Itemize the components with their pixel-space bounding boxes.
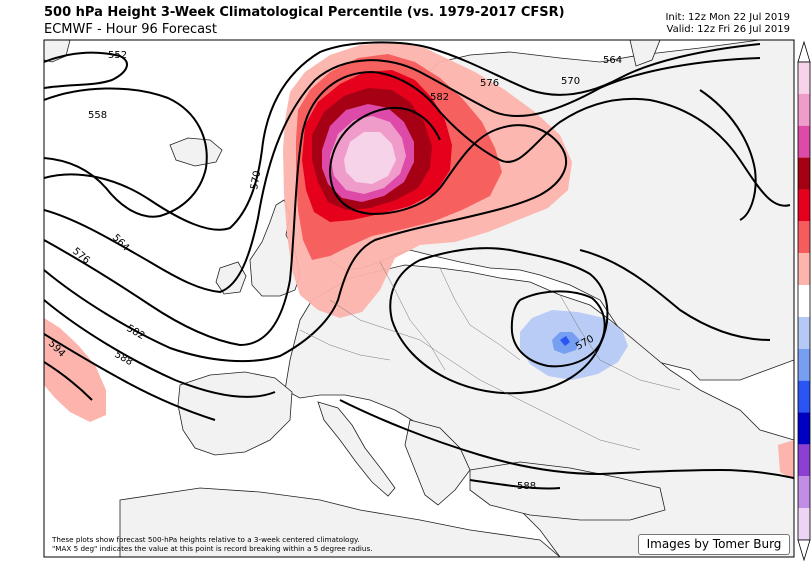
contour-label-582-north: 582 xyxy=(430,92,449,103)
colorbar-arrow-bottom xyxy=(797,539,811,562)
anomaly-max-pale xyxy=(344,132,396,184)
contour-label-558: 558 xyxy=(88,110,107,121)
contour-label-570: 570 xyxy=(249,170,263,191)
colorbar-swatch-13 xyxy=(798,476,810,509)
map-frame xyxy=(43,39,795,558)
colorbar xyxy=(797,40,811,562)
footnote-line-1: These plots show forecast 500-hPa height… xyxy=(52,535,360,544)
colorbar-swatch-12 xyxy=(798,444,810,477)
contour-label-564-ne: 564 xyxy=(603,55,622,66)
contour-label-576-ne: 576 xyxy=(480,78,499,89)
map-subtitle: ECMWF - Hour 96 Forecast xyxy=(44,22,217,37)
anomaly-warm-southeast xyxy=(778,440,794,480)
map-title: 500 hPa Height 3-Week Climatological Per… xyxy=(44,5,565,20)
contour-label-570-ne: 570 xyxy=(561,76,580,87)
colorbar-swatch-11 xyxy=(798,412,810,445)
colorbar-swatch-9 xyxy=(798,348,810,381)
contour-label-552: 552 xyxy=(108,50,127,61)
contour-label-588-south: 588 xyxy=(517,481,536,492)
footnote-line-2: "MAX 5 deg" indicates the value at this … xyxy=(52,544,373,553)
country-borders xyxy=(299,261,681,451)
init-time: Init: 12z Mon 22 Jul 2019 xyxy=(665,12,790,23)
credit-badge: Images by Tomer Burg xyxy=(638,534,790,555)
colorbar-arrow-top xyxy=(797,40,811,63)
height-contours xyxy=(44,41,794,490)
valid-time: Valid: 12z Fri 26 Jul 2019 xyxy=(666,24,791,35)
colorbar-swatch-2 xyxy=(798,125,810,158)
colorbar-swatch-3 xyxy=(798,157,810,190)
colorbar-swatch-7 xyxy=(798,285,810,317)
colorbar-swatch-8 xyxy=(798,316,810,349)
colorbar-swatch-4 xyxy=(798,189,810,222)
colorbar-swatch-1 xyxy=(798,93,810,126)
colorbar-swatch-0 xyxy=(798,62,810,94)
anomaly-cold-strong xyxy=(560,336,570,346)
colorbar-swatch-6 xyxy=(798,253,810,286)
colorbar-swatch-10 xyxy=(798,380,810,413)
colorbar-swatch-14 xyxy=(798,508,810,540)
colorbar-swatch-5 xyxy=(798,221,810,254)
